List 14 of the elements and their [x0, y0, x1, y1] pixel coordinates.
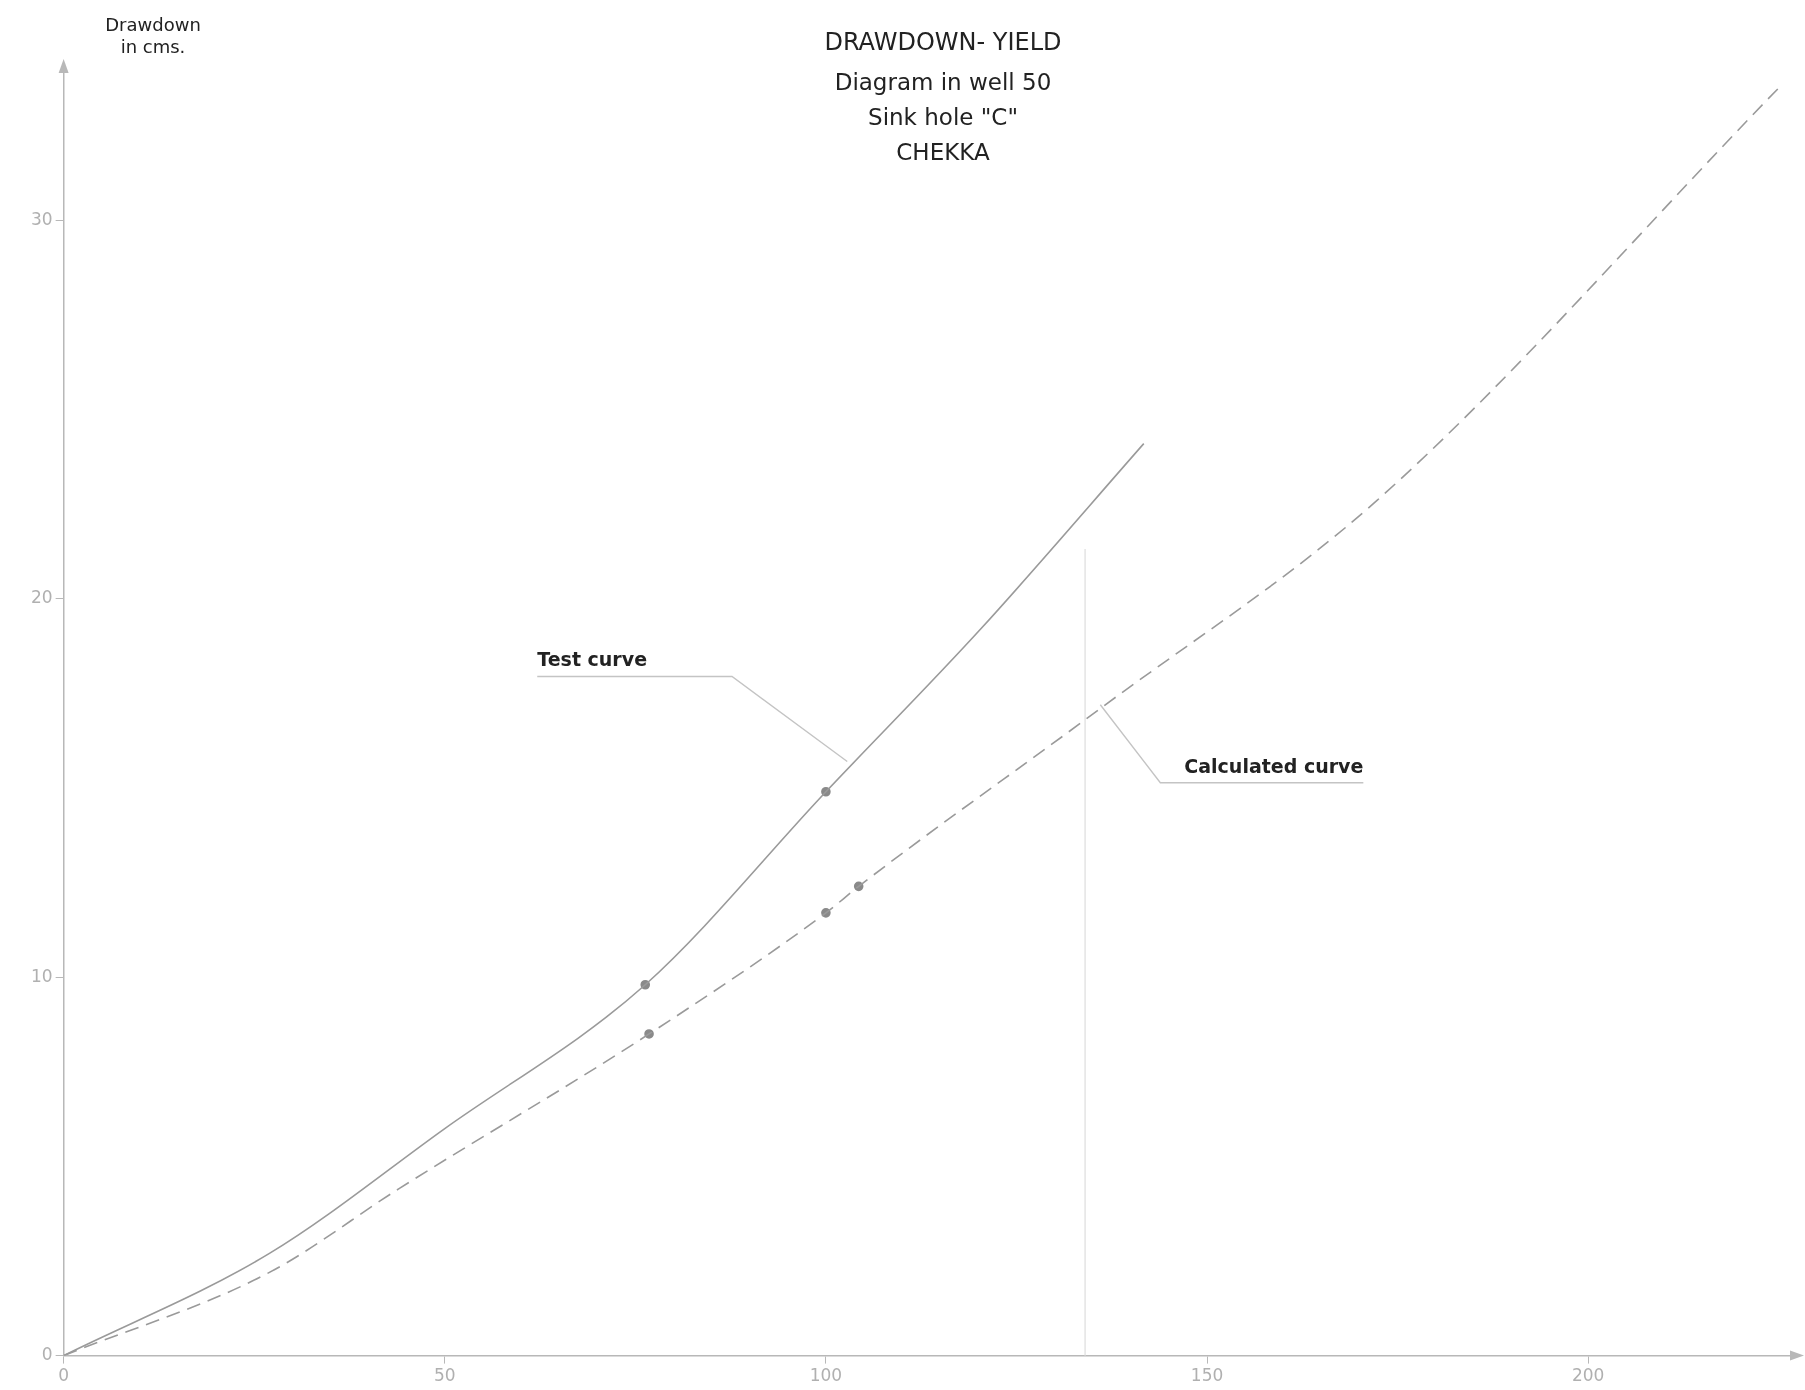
x-tick-label: 150	[1190, 1365, 1224, 1386]
x-tick-label: 100	[809, 1365, 843, 1386]
annotation: Calculated curve	[1184, 754, 1364, 777]
chart-title: DRAWDOWN- YIELD	[824, 28, 1062, 57]
annotation: Test curve	[537, 648, 648, 671]
y-tick-label: 20	[30, 587, 53, 608]
x-tick-label: 0	[58, 1365, 70, 1386]
x-tick-label: 50	[433, 1365, 456, 1386]
y-axis-title: Drawdown in cms.	[105, 13, 201, 57]
text: Diagram in well 50 Sink hole "C" CHEKKA	[834, 68, 1052, 165]
y-tick-label: 0	[41, 1344, 53, 1365]
y-tick-label: 30	[30, 208, 53, 229]
x-tick-label: 200	[1571, 1365, 1605, 1386]
y-tick-label: 10	[30, 965, 53, 986]
